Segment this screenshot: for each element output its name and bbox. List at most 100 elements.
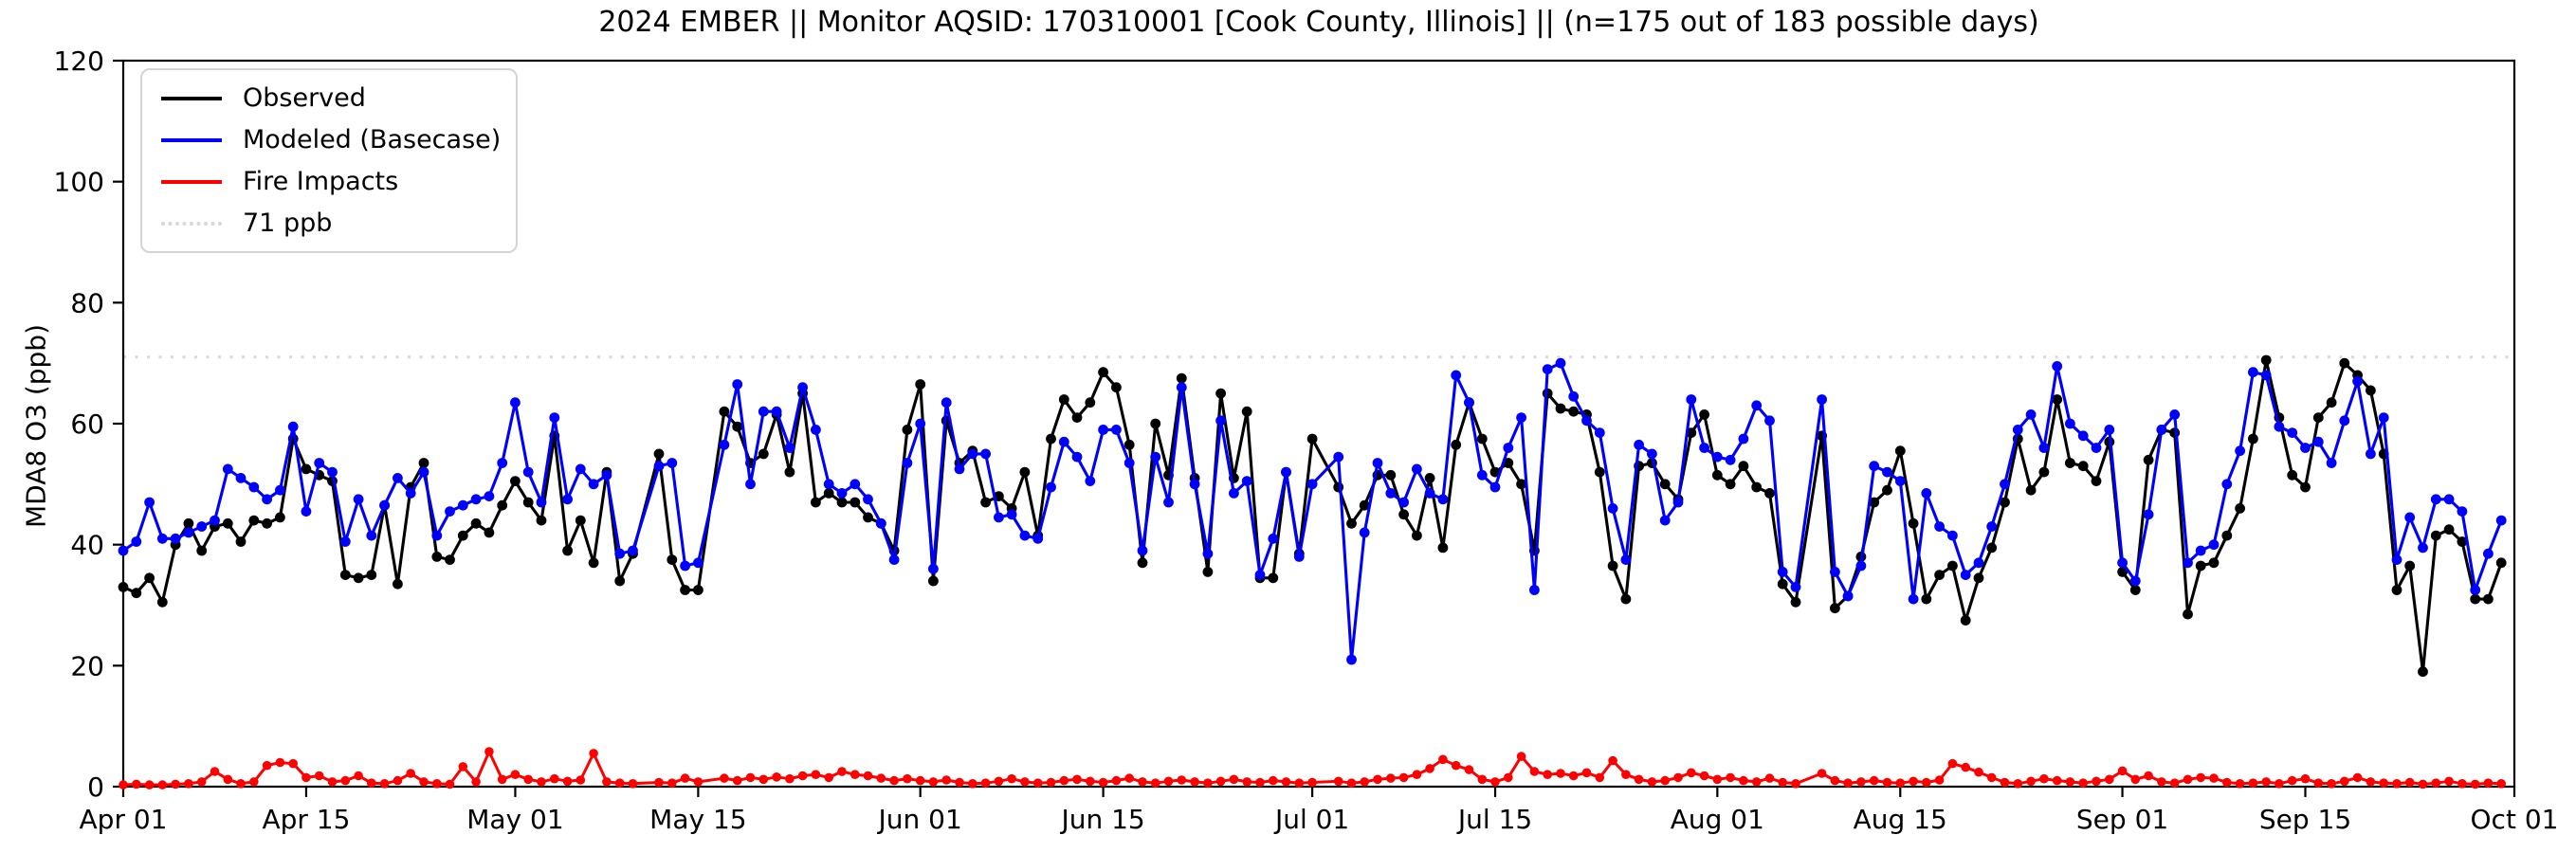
fire-impacts-marker [2404,777,2415,788]
fire-impacts-marker [1543,770,1552,779]
modeled-basecase-marker [1894,476,1906,486]
modeled-basecase-marker [1163,497,1174,508]
observed-marker [1476,433,1488,445]
fire-impacts-marker [2196,772,2205,783]
legend-item-modeled: Modeled (Basecase) [161,125,501,154]
observed-marker [2287,469,2298,481]
fire-impacts-marker [1986,772,1997,783]
observed-marker [497,499,508,511]
fire-impacts-marker [1464,765,1474,774]
observed-marker [1751,481,1763,493]
modeled-basecase-marker [2221,479,2233,490]
fire-impacts-marker [915,775,925,786]
fire-impacts-marker [2026,776,2036,787]
modeled-basecase-marker [2052,361,2063,372]
modeled-basecase-marker [2274,421,2285,432]
fire-impacts-marker [1032,778,1043,788]
modeled-basecase-marker [1385,488,1397,499]
observed-marker [418,458,429,468]
observed-marker [1594,466,1605,478]
fire-impacts-marker [1333,776,1343,787]
fire-impacts-marker [1307,777,1317,788]
observed-marker [2418,666,2428,678]
fire-impacts-marker [1412,770,1422,779]
modeled-basecase-marker [653,461,665,472]
y-tick-label: 40 [70,530,104,561]
modeled-basecase-marker [2208,539,2220,551]
fire-impacts-marker [1229,774,1239,785]
modeled-basecase-marker [2352,375,2364,387]
fire-impacts-marker [876,773,886,783]
fire-impacts-marker [497,774,507,785]
observed-marker [1555,403,1566,414]
modeled-basecase-marker [248,481,260,493]
fire-impacts-marker [1046,777,1056,788]
modeled-basecase-marker [1333,451,1344,463]
observed-marker [614,575,626,587]
observed-marker [1137,557,1148,569]
modeled-basecase-marker [2312,436,2324,447]
modeled-basecase-marker [2183,557,2193,569]
fire-impacts-marker [1346,778,1357,788]
observed-marker [156,596,168,608]
observed-marker [457,530,468,541]
fire-impacts-marker [1098,777,1108,788]
observed-marker [1046,433,1056,445]
fire-impacts-marker [327,777,338,787]
fire-impacts-marker [824,772,833,783]
modeled-basecase-marker [628,545,638,556]
observed-marker [680,585,690,595]
observed-marker [1150,418,1161,429]
fire-impacts-marker [119,780,128,789]
modeled-basecase-marker [902,458,913,468]
modeled-basecase-marker [758,406,769,417]
observed-marker [339,570,351,580]
modeled-basecase-marker [1268,533,1279,544]
observed-marker [1908,517,1919,529]
modeled-basecase-marker [1594,427,1605,438]
modeled-basecase-marker [327,466,338,478]
observed-marker [1215,388,1226,399]
observed-marker [393,578,403,590]
fire-impacts-marker [550,773,559,784]
fire-impacts-marker [2470,779,2480,789]
x-tick-label: Sep 15 [2259,804,2351,835]
fire-impacts-marker [850,770,860,779]
observed-marker [2300,481,2311,493]
modeled-basecase-marker [1451,370,1462,381]
modeled-basecase-marker [732,379,743,390]
modeled-basecase-marker [1503,443,1514,453]
modeled-basecase-marker [771,406,782,417]
fire-impacts-marker [432,779,442,789]
modeled-basecase-marker [797,382,808,393]
observed-marker [1306,433,1318,445]
modeled-basecase-marker [1529,585,1540,595]
x-tick-label: Aug 01 [1671,804,1764,835]
modeled-basecase-marker [405,488,416,499]
observed-marker [2117,567,2128,577]
observed-marker [1176,372,1187,384]
observed-marker [2221,530,2233,541]
modeled-basecase-marker [1555,357,1566,369]
observed-marker [248,515,260,526]
modeled-basecase-marker [2495,515,2507,526]
modeled-basecase-marker [1751,400,1763,411]
observed-marker [1947,560,1958,572]
observed-marker [1412,530,1422,541]
modeled-basecase-marker [588,479,599,490]
fire-impacts-marker [1490,777,1500,787]
fire-impacts-marker [980,778,991,788]
modeled-basecase-marker [1973,557,1984,569]
fire-impacts-marker [1124,773,1134,783]
observed-marker [1503,458,1514,468]
y-tick-label: 80 [70,287,104,318]
fire-impacts-marker [537,777,546,787]
modeled-basecase-marker [2366,448,2376,460]
fire-line-swatch [161,179,222,184]
modeled-basecase-marker [1085,476,1096,486]
modeled-basecase-marker [1777,567,1788,577]
observed-marker [196,545,208,556]
fire-impacts-marker [1242,777,1251,787]
fire-impacts-marker [2105,774,2114,785]
fire-impacts-marker [1059,775,1069,786]
